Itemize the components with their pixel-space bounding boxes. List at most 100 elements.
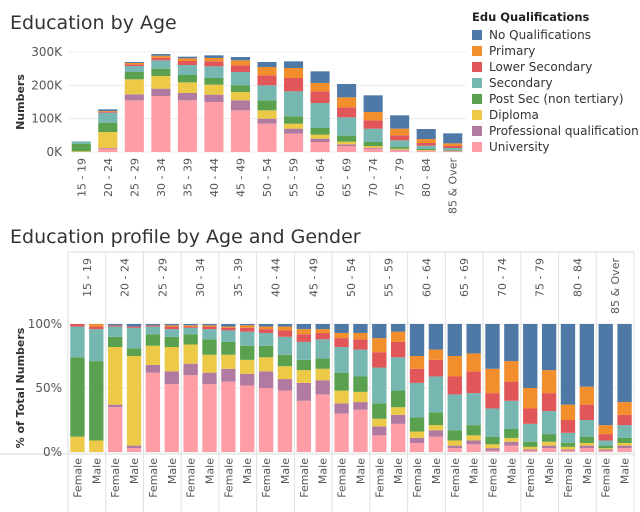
bar-segment (579, 386, 595, 405)
bar-segment (98, 132, 118, 148)
bar-segment (504, 361, 519, 382)
legend-item-post-sec[interactable]: Post Sec (non tertiary) (472, 91, 640, 107)
bar-segment (202, 324, 217, 326)
gender-label: Female (298, 458, 311, 498)
bar-segment (277, 330, 293, 337)
bar-segment (177, 82, 197, 93)
bar-segment (372, 426, 387, 436)
age-group-header: 75 - 79 (534, 258, 547, 297)
bar-segment (334, 347, 349, 373)
bar-segment (372, 324, 387, 339)
age-group-header: 70 - 74 (496, 258, 509, 297)
bar-segment (447, 394, 462, 431)
bar-segment (221, 324, 236, 327)
bar-segment (283, 123, 304, 129)
legend-item-no-qualifications[interactable]: No Qualifications (472, 27, 640, 43)
legend-swatch (472, 142, 482, 152)
bar-segment (89, 324, 104, 327)
bar-segment (617, 443, 632, 446)
bar-segment (353, 349, 368, 377)
bar-segment (560, 404, 576, 420)
legend-label: Professional qualification (489, 124, 639, 138)
bar-segment (283, 116, 304, 124)
gender-label: Female (222, 458, 235, 498)
bar-segment (151, 55, 171, 58)
bar-segment (126, 327, 142, 349)
bar-segment (390, 148, 410, 150)
bar-segment (202, 326, 217, 330)
gender-label: Male (468, 458, 481, 484)
bar-segment (428, 349, 444, 360)
x-tick-label: 20 - 24 (102, 158, 115, 197)
bar-segment (416, 129, 436, 139)
bar-segment (177, 100, 197, 152)
legend-swatch (472, 78, 482, 88)
legend-swatch (472, 126, 482, 136)
legend-label: Lower Secondary (489, 60, 593, 74)
bar-segment (183, 334, 198, 345)
y-tick-label: 0% (43, 445, 62, 459)
bar-segment (541, 434, 557, 442)
bar-segment (164, 324, 179, 326)
bar-segment (315, 329, 330, 333)
bar-segment (372, 367, 387, 404)
bar-segment (504, 437, 519, 442)
bar-segment (353, 332, 368, 340)
legend-label: Diploma (489, 108, 539, 122)
bar-segment (443, 133, 463, 144)
bar-segment (70, 357, 85, 437)
legend-item-secondary[interactable]: Secondary (472, 75, 640, 91)
gender-label: Female (109, 458, 122, 498)
bar-segment (579, 324, 595, 387)
bar-segment (428, 324, 444, 350)
bar-segment (258, 329, 274, 333)
bar-segment (70, 326, 85, 358)
age-group-header: 55 - 59 (383, 258, 396, 297)
bar-segment (579, 420, 595, 437)
x-tick-label: 70 - 74 (367, 158, 380, 197)
bar-segment (257, 85, 277, 101)
bar-segment (258, 324, 274, 327)
bar-segment (409, 437, 425, 444)
bar-segment (204, 84, 224, 95)
bar-segment (598, 445, 613, 449)
age-group-header: 80 - 84 (571, 258, 584, 297)
gender-label: Female (524, 458, 537, 498)
bar-segment (504, 428, 519, 438)
bar-segment (183, 325, 198, 327)
bar-segment (390, 331, 406, 342)
bar-segment (126, 356, 142, 446)
bar-segment (151, 96, 171, 152)
bar-segment (277, 326, 293, 331)
age-group-header: 60 - 64 (420, 258, 433, 297)
gender-label: Female (487, 458, 500, 498)
legend-item-diploma[interactable]: Diploma (472, 107, 640, 123)
bar-segment (257, 123, 277, 152)
bar-segment (541, 441, 557, 446)
x-tick-label: 85 & Over (447, 158, 460, 215)
bar-segment (466, 353, 481, 372)
bar-segment (257, 75, 277, 86)
bar-segment (296, 382, 312, 401)
bar-segment (409, 417, 425, 432)
legend-item-university[interactable]: University (472, 139, 640, 155)
bar-segment (428, 376, 444, 413)
bar-segment (443, 143, 463, 146)
bar-segment (372, 403, 387, 419)
legend-item-primary[interactable]: Primary (472, 43, 640, 59)
bar-segment (363, 148, 383, 152)
bar-segment (416, 149, 436, 150)
bar-segment (390, 149, 410, 151)
bar-segment (107, 326, 123, 337)
bar-segment (390, 115, 410, 129)
bar-segment (617, 414, 632, 426)
bar-segment (310, 71, 330, 83)
legend-item-professional[interactable]: Professional qualification (472, 123, 640, 139)
bar-segment (277, 390, 293, 452)
bar-segment (409, 443, 425, 452)
bar-segment (183, 324, 198, 326)
bar-segment (71, 151, 91, 152)
legend-swatch (472, 30, 482, 40)
legend-item-lower-secondary[interactable]: Lower Secondary (472, 59, 640, 75)
